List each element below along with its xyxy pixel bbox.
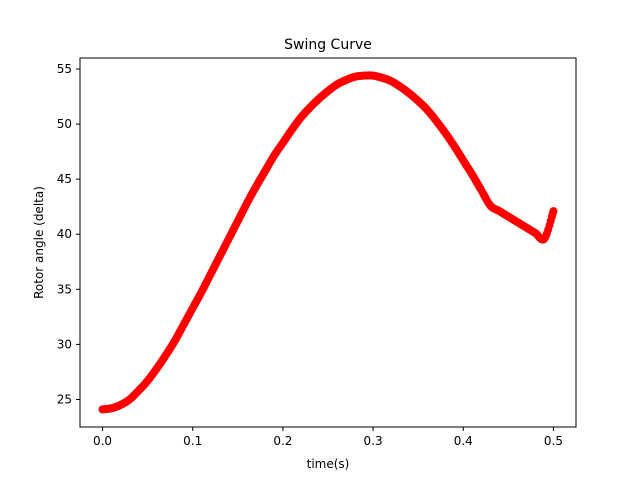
plot-area bbox=[98, 71, 558, 414]
x-tick-label: 0.5 bbox=[544, 434, 563, 448]
x-tick-label: 0.0 bbox=[93, 434, 112, 448]
y-tick-label: 45 bbox=[57, 172, 72, 186]
x-tick-label: 0.2 bbox=[273, 434, 292, 448]
y-tick-label: 30 bbox=[57, 337, 72, 351]
y-tick-label: 40 bbox=[57, 227, 72, 241]
chart-title: Swing Curve bbox=[284, 37, 372, 53]
y-tick-label: 50 bbox=[57, 117, 72, 131]
y-tick-label: 35 bbox=[57, 282, 72, 296]
y-tick-label: 25 bbox=[57, 392, 72, 406]
x-axis-label: time(s) bbox=[307, 457, 350, 471]
y-axis-label: Rotor angle (delta) bbox=[32, 186, 46, 299]
axes-frame bbox=[79, 57, 577, 428]
x-tick-label: 0.3 bbox=[364, 434, 383, 448]
data-point bbox=[549, 207, 558, 216]
y-axis-ticks: 25 30 35 40 45 50 55 bbox=[57, 62, 80, 406]
x-tick-label: 0.4 bbox=[454, 434, 473, 448]
y-tick-label: 55 bbox=[57, 62, 72, 76]
x-axis-ticks: 0.0 0.1 0.2 0.3 0.4 0.5 bbox=[93, 427, 563, 448]
x-tick-label: 0.1 bbox=[183, 434, 202, 448]
